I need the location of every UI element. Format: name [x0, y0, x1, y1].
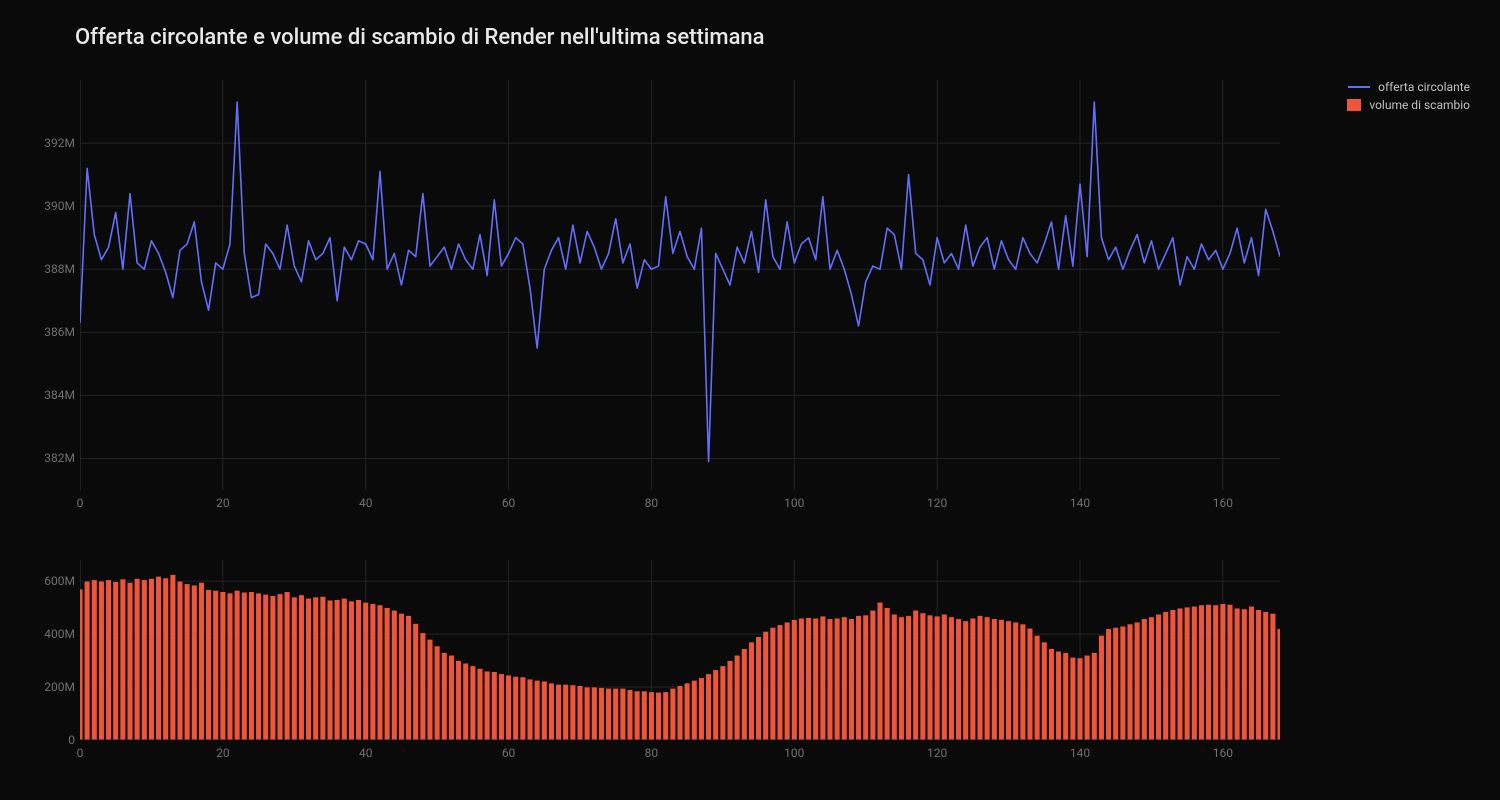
y-tick-label: 0 — [30, 733, 75, 747]
chart-title: Offerta circolante e volume di scambio d… — [75, 25, 765, 50]
bar-chart — [80, 560, 1280, 740]
y-tick-label: 384M — [30, 388, 75, 402]
legend-item-bar[interactable]: volume di scambio — [1347, 98, 1470, 112]
legend: offerta circolante volume di scambio — [1347, 80, 1470, 116]
y-tick-label: 390M — [30, 199, 75, 213]
x-tick-label: 60 — [497, 746, 521, 760]
x-tick-label: 40 — [354, 746, 378, 760]
x-tick-label: 100 — [782, 746, 806, 760]
x-tick-label: 100 — [782, 496, 806, 510]
y-tick-label: 386M — [30, 325, 75, 339]
y-tick-label: 382M — [30, 451, 75, 465]
x-tick-label: 160 — [1211, 746, 1235, 760]
x-tick-label: 160 — [1211, 496, 1235, 510]
x-tick-label: 80 — [639, 496, 663, 510]
x-tick-label: 20 — [211, 496, 235, 510]
legend-line-swatch — [1348, 86, 1370, 88]
x-tick-label: 20 — [211, 746, 235, 760]
x-tick-label: 0 — [68, 746, 92, 760]
x-tick-label: 0 — [68, 496, 92, 510]
x-tick-label: 40 — [354, 496, 378, 510]
legend-bar-label: volume di scambio — [1369, 98, 1470, 112]
y-tick-label: 200M — [30, 680, 75, 694]
x-tick-label: 60 — [497, 496, 521, 510]
legend-line-label: offerta circolante — [1378, 80, 1470, 94]
y-tick-label: 388M — [30, 262, 75, 276]
x-tick-label: 140 — [1068, 496, 1092, 510]
x-tick-label: 120 — [925, 746, 949, 760]
line-chart — [80, 80, 1280, 490]
chart-container: Offerta circolante e volume di scambio d… — [0, 0, 1500, 800]
legend-bar-swatch — [1347, 99, 1361, 111]
y-tick-label: 392M — [30, 136, 75, 150]
x-tick-label: 80 — [639, 746, 663, 760]
x-tick-label: 120 — [925, 496, 949, 510]
y-tick-label: 400M — [30, 627, 75, 641]
legend-item-line[interactable]: offerta circolante — [1347, 80, 1470, 94]
y-tick-label: 600M — [30, 574, 75, 588]
x-tick-label: 140 — [1068, 746, 1092, 760]
